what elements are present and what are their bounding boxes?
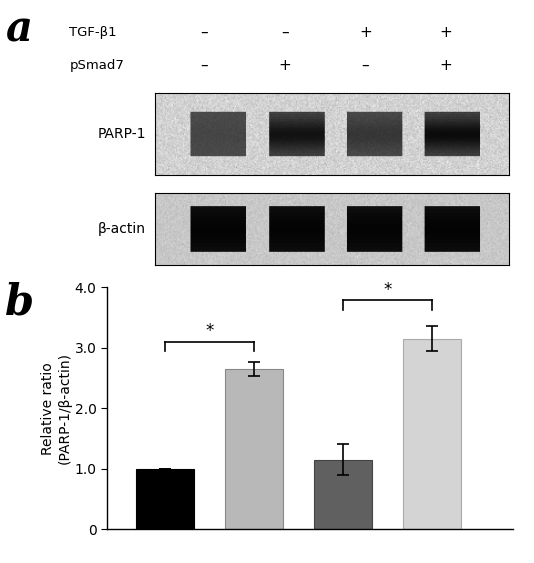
Bar <box>403 338 461 529</box>
Text: +: + <box>440 58 453 73</box>
Text: –: – <box>362 58 370 73</box>
Text: –: – <box>281 25 288 39</box>
Text: +: + <box>278 58 291 73</box>
Text: +: + <box>359 25 372 39</box>
Y-axis label: Relative ratio
(PARP-1/β-actin): Relative ratio (PARP-1/β-actin) <box>42 352 72 464</box>
Text: β-actin: β-actin <box>98 222 146 236</box>
Text: +: + <box>440 25 453 39</box>
Text: PARP-1: PARP-1 <box>97 127 146 141</box>
Text: pSmad7: pSmad7 <box>69 59 124 72</box>
Text: *: * <box>383 280 392 298</box>
Text: *: * <box>205 322 214 340</box>
Text: a: a <box>5 8 33 51</box>
Text: b: b <box>5 282 35 324</box>
Bar <box>314 459 372 529</box>
Text: –: – <box>200 58 208 73</box>
Bar <box>225 369 283 529</box>
Text: TGF-β1: TGF-β1 <box>69 25 117 38</box>
Bar <box>136 468 194 529</box>
Text: –: – <box>200 25 208 39</box>
